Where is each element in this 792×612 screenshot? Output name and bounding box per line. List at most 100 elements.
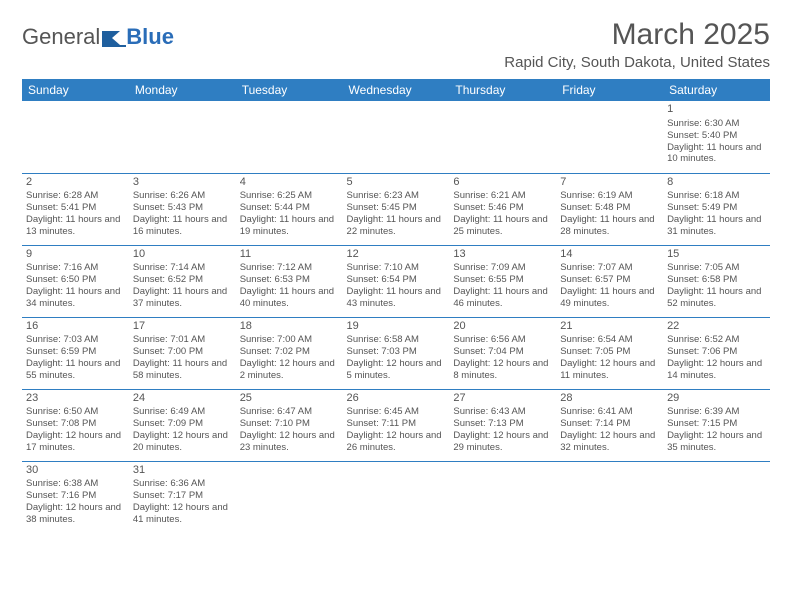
calendar-head: SundayMondayTuesdayWednesdayThursdayFrid… bbox=[22, 79, 770, 101]
calendar-day: 21Sunrise: 6:54 AMSunset: 7:05 PMDayligh… bbox=[556, 317, 663, 389]
sunrise-text: Sunrise: 6:45 AM bbox=[347, 406, 446, 418]
calendar-day: 30Sunrise: 6:38 AMSunset: 7:16 PMDayligh… bbox=[22, 461, 129, 533]
sunrise-text: Sunrise: 6:43 AM bbox=[453, 406, 552, 418]
sunrise-text: Sunrise: 6:25 AM bbox=[240, 190, 339, 202]
day-number: 11 bbox=[240, 248, 339, 262]
calendar-day: 14Sunrise: 7:07 AMSunset: 6:57 PMDayligh… bbox=[556, 245, 663, 317]
daylight-text: Daylight: 11 hours and 43 minutes. bbox=[347, 286, 446, 310]
day-header: Wednesday bbox=[343, 79, 450, 101]
sunset-text: Sunset: 7:05 PM bbox=[560, 346, 659, 358]
calendar-day: 2Sunrise: 6:28 AMSunset: 5:41 PMDaylight… bbox=[22, 173, 129, 245]
calendar-empty bbox=[236, 461, 343, 533]
sunset-text: Sunset: 7:03 PM bbox=[347, 346, 446, 358]
daylight-text: Daylight: 12 hours and 23 minutes. bbox=[240, 430, 339, 454]
sunset-text: Sunset: 5:41 PM bbox=[26, 202, 125, 214]
daylight-text: Daylight: 11 hours and 52 minutes. bbox=[667, 286, 766, 310]
sunset-text: Sunset: 5:48 PM bbox=[560, 202, 659, 214]
calendar-day: 22Sunrise: 6:52 AMSunset: 7:06 PMDayligh… bbox=[663, 317, 770, 389]
calendar-day: 25Sunrise: 6:47 AMSunset: 7:10 PMDayligh… bbox=[236, 389, 343, 461]
daylight-text: Daylight: 11 hours and 58 minutes. bbox=[133, 358, 232, 382]
calendar-empty bbox=[449, 461, 556, 533]
day-number: 1 bbox=[667, 103, 766, 117]
day-header: Tuesday bbox=[236, 79, 343, 101]
day-number: 3 bbox=[133, 176, 232, 190]
sunset-text: Sunset: 6:54 PM bbox=[347, 274, 446, 286]
sunrise-text: Sunrise: 6:47 AM bbox=[240, 406, 339, 418]
sunrise-text: Sunrise: 6:19 AM bbox=[560, 190, 659, 202]
sunrise-text: Sunrise: 7:07 AM bbox=[560, 262, 659, 274]
day-number: 6 bbox=[453, 176, 552, 190]
calendar-day: 5Sunrise: 6:23 AMSunset: 5:45 PMDaylight… bbox=[343, 173, 450, 245]
sunrise-text: Sunrise: 6:39 AM bbox=[667, 406, 766, 418]
daylight-text: Daylight: 12 hours and 2 minutes. bbox=[240, 358, 339, 382]
day-number: 4 bbox=[240, 176, 339, 190]
sunset-text: Sunset: 7:00 PM bbox=[133, 346, 232, 358]
calendar-day: 7Sunrise: 6:19 AMSunset: 5:48 PMDaylight… bbox=[556, 173, 663, 245]
sunset-text: Sunset: 5:40 PM bbox=[667, 130, 766, 142]
sunset-text: Sunset: 7:06 PM bbox=[667, 346, 766, 358]
calendar-week: 30Sunrise: 6:38 AMSunset: 7:16 PMDayligh… bbox=[22, 461, 770, 533]
daylight-text: Daylight: 12 hours and 20 minutes. bbox=[133, 430, 232, 454]
daylight-text: Daylight: 12 hours and 32 minutes. bbox=[560, 430, 659, 454]
sunrise-text: Sunrise: 7:10 AM bbox=[347, 262, 446, 274]
day-number: 28 bbox=[560, 392, 659, 406]
day-header: Saturday bbox=[663, 79, 770, 101]
sunset-text: Sunset: 6:55 PM bbox=[453, 274, 552, 286]
daylight-text: Daylight: 11 hours and 25 minutes. bbox=[453, 214, 552, 238]
day-number: 20 bbox=[453, 320, 552, 334]
daylight-text: Daylight: 11 hours and 10 minutes. bbox=[667, 142, 766, 166]
sunset-text: Sunset: 5:43 PM bbox=[133, 202, 232, 214]
day-number: 9 bbox=[26, 248, 125, 262]
calendar-day: 16Sunrise: 7:03 AMSunset: 6:59 PMDayligh… bbox=[22, 317, 129, 389]
daylight-text: Daylight: 11 hours and 22 minutes. bbox=[347, 214, 446, 238]
sunset-text: Sunset: 7:10 PM bbox=[240, 418, 339, 430]
day-number: 23 bbox=[26, 392, 125, 406]
calendar-day: 27Sunrise: 6:43 AMSunset: 7:13 PMDayligh… bbox=[449, 389, 556, 461]
sunset-text: Sunset: 6:59 PM bbox=[26, 346, 125, 358]
day-number: 14 bbox=[560, 248, 659, 262]
daylight-text: Daylight: 12 hours and 41 minutes. bbox=[133, 502, 232, 526]
sunrise-text: Sunrise: 6:30 AM bbox=[667, 118, 766, 130]
day-number: 2 bbox=[26, 176, 125, 190]
calendar-empty bbox=[129, 101, 236, 173]
page-title: March 2025 bbox=[504, 18, 770, 52]
calendar-empty bbox=[449, 101, 556, 173]
daylight-text: Daylight: 12 hours and 14 minutes. bbox=[667, 358, 766, 382]
calendar-day: 4Sunrise: 6:25 AMSunset: 5:44 PMDaylight… bbox=[236, 173, 343, 245]
daylight-text: Daylight: 11 hours and 31 minutes. bbox=[667, 214, 766, 238]
sunset-text: Sunset: 5:45 PM bbox=[347, 202, 446, 214]
day-number: 19 bbox=[347, 320, 446, 334]
calendar-week: 9Sunrise: 7:16 AMSunset: 6:50 PMDaylight… bbox=[22, 245, 770, 317]
day-header: Sunday bbox=[22, 79, 129, 101]
sunset-text: Sunset: 7:14 PM bbox=[560, 418, 659, 430]
day-number: 15 bbox=[667, 248, 766, 262]
calendar-day: 11Sunrise: 7:12 AMSunset: 6:53 PMDayligh… bbox=[236, 245, 343, 317]
sunrise-text: Sunrise: 6:52 AM bbox=[667, 334, 766, 346]
calendar-day: 9Sunrise: 7:16 AMSunset: 6:50 PMDaylight… bbox=[22, 245, 129, 317]
daylight-text: Daylight: 12 hours and 29 minutes. bbox=[453, 430, 552, 454]
day-number: 18 bbox=[240, 320, 339, 334]
sunrise-text: Sunrise: 7:16 AM bbox=[26, 262, 125, 274]
day-number: 17 bbox=[133, 320, 232, 334]
daylight-text: Daylight: 11 hours and 34 minutes. bbox=[26, 286, 125, 310]
day-number: 10 bbox=[133, 248, 232, 262]
calendar-day: 8Sunrise: 6:18 AMSunset: 5:49 PMDaylight… bbox=[663, 173, 770, 245]
day-number: 21 bbox=[560, 320, 659, 334]
sunset-text: Sunset: 7:11 PM bbox=[347, 418, 446, 430]
calendar-day: 19Sunrise: 6:58 AMSunset: 7:03 PMDayligh… bbox=[343, 317, 450, 389]
calendar-day: 28Sunrise: 6:41 AMSunset: 7:14 PMDayligh… bbox=[556, 389, 663, 461]
day-number: 27 bbox=[453, 392, 552, 406]
sunset-text: Sunset: 6:50 PM bbox=[26, 274, 125, 286]
day-header: Monday bbox=[129, 79, 236, 101]
logo: General Blue bbox=[22, 24, 174, 50]
sunrise-text: Sunrise: 6:56 AM bbox=[453, 334, 552, 346]
calendar-empty bbox=[22, 101, 129, 173]
sunset-text: Sunset: 7:15 PM bbox=[667, 418, 766, 430]
sunset-text: Sunset: 5:49 PM bbox=[667, 202, 766, 214]
daylight-text: Daylight: 11 hours and 40 minutes. bbox=[240, 286, 339, 310]
sunset-text: Sunset: 6:57 PM bbox=[560, 274, 659, 286]
daylight-text: Daylight: 11 hours and 28 minutes. bbox=[560, 214, 659, 238]
calendar-empty bbox=[556, 101, 663, 173]
daylight-text: Daylight: 11 hours and 55 minutes. bbox=[26, 358, 125, 382]
sunrise-text: Sunrise: 7:00 AM bbox=[240, 334, 339, 346]
